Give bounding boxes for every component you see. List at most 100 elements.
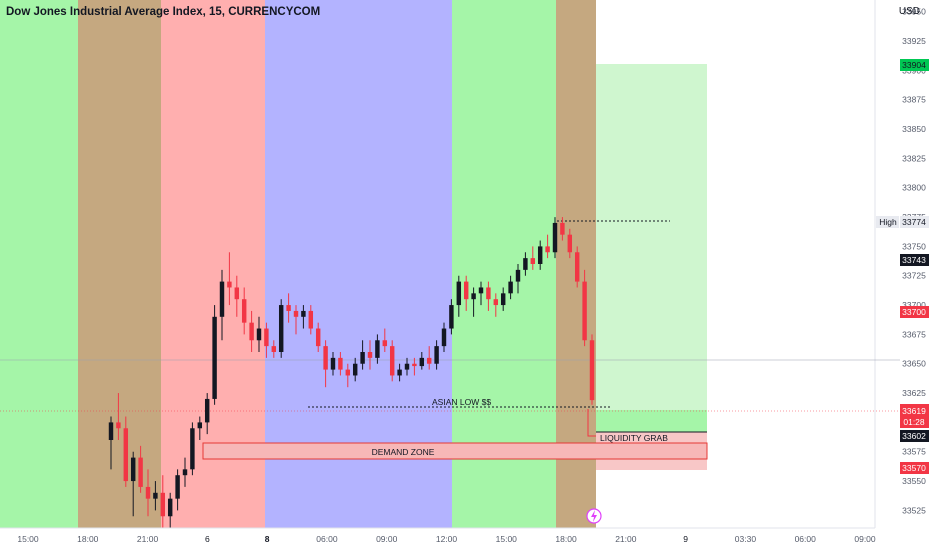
candle-37	[382, 328, 388, 352]
time-tick-9: 18:00	[555, 534, 577, 544]
price-tick-6: 33675	[902, 329, 926, 339]
candle-57	[530, 246, 536, 270]
candle-49	[471, 287, 476, 317]
liquidity-grab-label: LIQUIDITY GRAB	[600, 433, 668, 443]
candle-61	[560, 217, 565, 241]
stop-price-tag	[900, 462, 929, 474]
candle-36	[375, 334, 380, 364]
candle-52	[493, 293, 499, 317]
time-tick-10: 21:00	[615, 534, 637, 544]
candle-46	[449, 299, 454, 335]
entry-price-tag	[900, 430, 929, 442]
candle-12	[197, 416, 203, 440]
candle-35	[367, 340, 373, 370]
price-tick-2: 33575	[902, 447, 926, 457]
candle-65	[589, 334, 595, 405]
candle-40	[404, 357, 410, 376]
candle-16	[227, 252, 232, 306]
candle-53	[500, 287, 506, 311]
candle-31	[338, 352, 343, 376]
candle-6	[153, 481, 158, 511]
candle-4	[138, 445, 143, 493]
price-tick-13: 33850	[902, 124, 926, 134]
currency-label: USD	[898, 6, 920, 17]
session-band-1	[0, 0, 78, 528]
candle-27	[308, 305, 314, 335]
candle-19	[249, 310, 254, 352]
high-tag-text: High	[879, 217, 897, 227]
candle-62	[567, 228, 573, 259]
candle-54	[508, 275, 513, 300]
lightning-icon[interactable]	[586, 508, 602, 524]
candle-23	[278, 299, 284, 358]
asian-low-label: ASIAN LOW $$	[432, 397, 491, 407]
time-tick-12: 03:30	[735, 534, 757, 544]
candle-44	[434, 340, 439, 370]
time-tick-7: 12:00	[436, 534, 458, 544]
time-ticks: 15:00 18:00 21:00 6 8 06:00 09:00 12:00 15:00 18:…	[17, 534, 876, 544]
session-bands	[0, 0, 596, 528]
time-tick-8: 15:00	[496, 534, 518, 544]
candle-9	[175, 469, 180, 511]
time-tick-3: 6	[205, 534, 210, 544]
level-1-text: 33743	[902, 255, 926, 265]
time-tick-2: 21:00	[137, 534, 159, 544]
price-tick-9: 33750	[902, 241, 926, 251]
candle-14	[212, 305, 217, 405]
price-labels: 33904 High 33774 33743 33700 33619 01:28…	[876, 59, 929, 474]
high-tag-box	[876, 216, 899, 228]
price-tick-7: 33700	[902, 300, 926, 310]
price-tick-17: 33950	[902, 7, 926, 17]
candle-2	[123, 416, 129, 487]
candle-43	[426, 346, 432, 370]
price-tick-0: 33525	[902, 505, 926, 515]
countdown-text: 01:28	[903, 417, 925, 427]
liquidity-grab-bracket[interactable]	[587, 409, 596, 437]
candle-10	[182, 457, 188, 487]
session-band-3	[161, 0, 265, 528]
time-tick-11: 9	[683, 534, 688, 544]
target-price-tag	[900, 59, 929, 71]
target-price-text: 33904	[902, 60, 926, 70]
candle-60	[552, 217, 558, 259]
time-tick-14: 09:00	[854, 534, 876, 544]
candle-45	[441, 322, 447, 352]
session-band-2	[78, 0, 161, 528]
candle-38	[389, 340, 395, 382]
candle-29	[323, 340, 328, 388]
candle-64	[582, 269, 587, 347]
candle-26	[301, 305, 306, 329]
candle-33	[352, 357, 358, 382]
level-2-text: 33700	[902, 307, 926, 317]
high-price-text: 33774	[902, 217, 926, 227]
candle-11	[190, 422, 195, 476]
time-tick-5: 06:00	[316, 534, 338, 544]
candle-22	[271, 340, 277, 358]
candle-42	[419, 352, 425, 370]
candle-25	[293, 305, 299, 335]
demand-zone[interactable]	[202, 442, 708, 460]
candle-55	[515, 264, 521, 294]
candle-50	[478, 281, 484, 306]
entry-zone[interactable]	[596, 410, 707, 432]
time-tick-6: 09:00	[376, 534, 398, 544]
target-zone[interactable]	[596, 64, 707, 432]
candle-5	[145, 469, 151, 517]
candle-41	[412, 357, 417, 376]
candle-58	[537, 240, 543, 270]
current-price-text: 33619	[902, 406, 926, 416]
entry-price-text: 33602	[902, 431, 926, 441]
price-tick-4: 33625	[902, 388, 926, 398]
candles-group	[108, 217, 595, 540]
level-1-tag	[900, 254, 929, 266]
candle-7	[160, 475, 166, 528]
time-tick-13: 06:00	[795, 534, 817, 544]
price-tick-8: 33725	[902, 271, 926, 281]
candle-51	[486, 281, 491, 311]
candle-13	[204, 393, 210, 435]
candle-20	[256, 316, 262, 352]
chart-title: Dow Jones Industrial Average Index, 15, …	[6, 6, 321, 18]
candle-1	[116, 393, 121, 440]
high-price-tag	[900, 216, 929, 228]
